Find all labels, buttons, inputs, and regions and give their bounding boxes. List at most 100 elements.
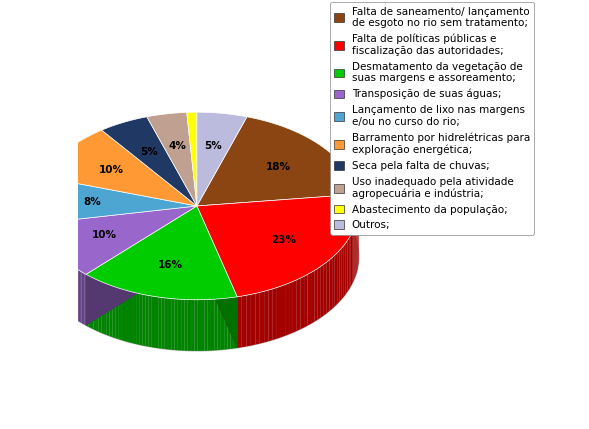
Polygon shape — [49, 244, 50, 296]
Polygon shape — [260, 291, 264, 344]
Polygon shape — [353, 227, 355, 281]
Polygon shape — [143, 294, 145, 346]
Polygon shape — [55, 252, 57, 304]
Polygon shape — [50, 245, 51, 297]
Polygon shape — [307, 272, 311, 326]
Polygon shape — [43, 235, 44, 287]
Polygon shape — [35, 177, 197, 224]
Polygon shape — [187, 112, 197, 206]
Polygon shape — [339, 248, 342, 302]
Polygon shape — [86, 206, 197, 326]
Polygon shape — [348, 238, 349, 292]
Polygon shape — [344, 243, 346, 296]
Polygon shape — [161, 297, 165, 349]
Polygon shape — [231, 297, 234, 349]
Polygon shape — [42, 234, 43, 286]
Polygon shape — [293, 280, 297, 332]
Polygon shape — [251, 293, 256, 345]
Polygon shape — [178, 299, 181, 350]
Polygon shape — [65, 261, 67, 313]
Polygon shape — [58, 255, 59, 307]
Text: 10%: 10% — [92, 230, 117, 240]
Ellipse shape — [35, 163, 359, 351]
Text: 5%: 5% — [140, 147, 158, 157]
Polygon shape — [54, 251, 55, 303]
Polygon shape — [124, 290, 127, 342]
Polygon shape — [133, 292, 136, 344]
Polygon shape — [234, 297, 237, 348]
Polygon shape — [355, 224, 356, 278]
Polygon shape — [194, 300, 198, 351]
Polygon shape — [38, 206, 197, 275]
Polygon shape — [165, 298, 168, 349]
Polygon shape — [197, 194, 359, 297]
Polygon shape — [83, 273, 84, 325]
Polygon shape — [127, 290, 130, 342]
Polygon shape — [197, 112, 247, 206]
Legend: Falta de saneamento/ lançamento
de esgoto no rio sem tratamento;, Falta de polít: Falta de saneamento/ lançamento de esgot… — [330, 2, 534, 235]
Polygon shape — [311, 271, 315, 323]
Polygon shape — [64, 260, 65, 312]
Polygon shape — [104, 283, 107, 335]
Polygon shape — [94, 278, 96, 330]
Polygon shape — [211, 299, 214, 350]
Polygon shape — [118, 288, 121, 340]
Polygon shape — [145, 295, 148, 347]
Text: 16%: 16% — [158, 260, 183, 270]
Polygon shape — [81, 272, 83, 324]
Polygon shape — [86, 274, 88, 327]
Polygon shape — [88, 276, 91, 328]
Polygon shape — [130, 291, 133, 343]
Polygon shape — [77, 269, 79, 321]
Polygon shape — [197, 206, 237, 348]
Polygon shape — [38, 206, 197, 275]
Polygon shape — [315, 269, 317, 322]
Polygon shape — [349, 235, 351, 289]
Polygon shape — [152, 296, 155, 347]
Polygon shape — [329, 257, 332, 311]
Polygon shape — [86, 206, 197, 326]
Polygon shape — [285, 283, 289, 336]
Polygon shape — [281, 284, 285, 337]
Polygon shape — [197, 206, 237, 348]
Polygon shape — [277, 286, 281, 338]
Polygon shape — [158, 297, 161, 349]
Polygon shape — [70, 264, 71, 316]
Polygon shape — [181, 299, 184, 350]
Polygon shape — [300, 276, 304, 329]
Polygon shape — [356, 219, 358, 273]
Polygon shape — [332, 255, 335, 309]
Text: 4%: 4% — [168, 141, 186, 151]
Polygon shape — [264, 290, 269, 342]
Polygon shape — [246, 294, 251, 346]
Text: 8%: 8% — [83, 197, 101, 207]
Polygon shape — [327, 260, 329, 313]
Polygon shape — [352, 230, 353, 284]
Polygon shape — [121, 289, 124, 341]
Polygon shape — [59, 256, 61, 308]
Polygon shape — [72, 266, 73, 317]
Polygon shape — [289, 281, 293, 334]
Polygon shape — [241, 295, 246, 347]
Polygon shape — [61, 257, 62, 309]
Polygon shape — [273, 287, 277, 340]
Polygon shape — [48, 243, 49, 295]
Polygon shape — [86, 206, 237, 300]
Polygon shape — [317, 266, 321, 320]
Polygon shape — [91, 277, 94, 329]
Polygon shape — [38, 206, 197, 274]
Polygon shape — [52, 248, 54, 301]
Polygon shape — [342, 245, 344, 299]
Polygon shape — [139, 293, 143, 345]
Polygon shape — [74, 267, 76, 320]
Polygon shape — [208, 299, 211, 350]
Polygon shape — [110, 285, 112, 337]
Polygon shape — [168, 298, 171, 350]
Polygon shape — [63, 259, 64, 311]
Polygon shape — [68, 263, 70, 315]
Polygon shape — [214, 299, 217, 350]
Polygon shape — [304, 275, 307, 327]
Polygon shape — [80, 271, 81, 323]
Polygon shape — [201, 299, 204, 351]
Polygon shape — [224, 298, 227, 350]
